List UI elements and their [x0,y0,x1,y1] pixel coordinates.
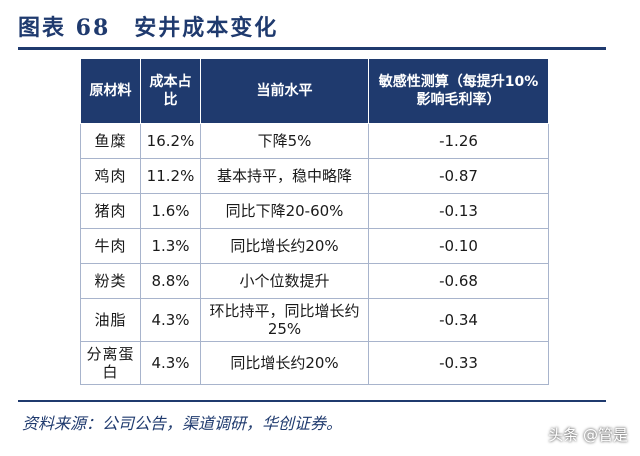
table-row: 粉类 8.8% 小个位数提升 -0.68 [80,263,549,299]
cell-level: 同比下降20-60% [200,193,369,229]
table-row: 鸡肉 11.2% 基本持平，稳中略降 -0.87 [80,158,549,194]
cell-level: 小个位数提升 [200,263,369,299]
cost-table: 原材料 成本占比 当前水平 敏感性测算（每提升10%影响毛利率） 鱼糜 16.2… [80,58,549,385]
title-rule [18,47,606,50]
figure-title: 图表 68 安井成本变化 [18,15,279,41]
cell-material: 猪肉 [80,193,141,229]
cell-share: 11.2% [140,158,201,194]
cell-sensitivity: -0.33 [368,341,549,385]
cell-material: 油脂 [80,298,141,342]
cell-sensitivity: -0.68 [368,263,549,299]
table-row: 牛肉 1.3% 同比增长约20% -0.10 [80,228,549,264]
cell-sensitivity: -0.13 [368,193,549,229]
cell-level: 环比持平，同比增长约25% [200,298,369,342]
cell-share: 4.3% [140,298,201,342]
footer-rule [18,400,606,402]
cell-sensitivity: -0.10 [368,228,549,264]
table-row: 鱼糜 16.2% 下降5% -1.26 [80,123,549,159]
table-row: 油脂 4.3% 环比持平，同比增长约25% -0.34 [80,298,549,342]
cell-material: 鱼糜 [80,123,141,159]
cell-material: 牛肉 [80,228,141,264]
header-share: 成本占比 [140,58,201,124]
cell-level: 同比增长约20% [200,341,369,385]
header-sensitivity: 敏感性测算（每提升10%影响毛利率） [368,58,549,124]
header-level: 当前水平 [200,58,369,124]
source-note: 资料来源：公司公告，渠道调研，华创证券。 [22,414,343,433]
table-row: 分离蛋白 4.3% 同比增长约20% -0.33 [80,341,549,385]
cell-level: 同比增长约20% [200,228,369,264]
cell-share: 8.8% [140,263,201,299]
cell-share: 1.3% [140,228,201,264]
cell-share: 4.3% [140,341,201,385]
cell-level: 基本持平，稳中略降 [200,158,369,194]
header-material: 原材料 [80,58,141,124]
cell-level: 下降5% [200,123,369,159]
cell-sensitivity: -0.87 [368,158,549,194]
cell-sensitivity: -0.34 [368,298,549,342]
watermark: 头条 @管是 [548,426,628,444]
header-row: 原材料 成本占比 当前水平 敏感性测算（每提升10%影响毛利率） [80,58,549,124]
cell-sensitivity: -1.26 [368,123,549,159]
cell-material: 分离蛋白 [80,341,141,385]
cell-share: 16.2% [140,123,201,159]
cell-material: 鸡肉 [80,158,141,194]
table-row: 猪肉 1.6% 同比下降20-60% -0.13 [80,193,549,229]
cell-material: 粉类 [80,263,141,299]
cell-share: 1.6% [140,193,201,229]
title-bar: 图表 68 安井成本变化 [18,6,606,46]
